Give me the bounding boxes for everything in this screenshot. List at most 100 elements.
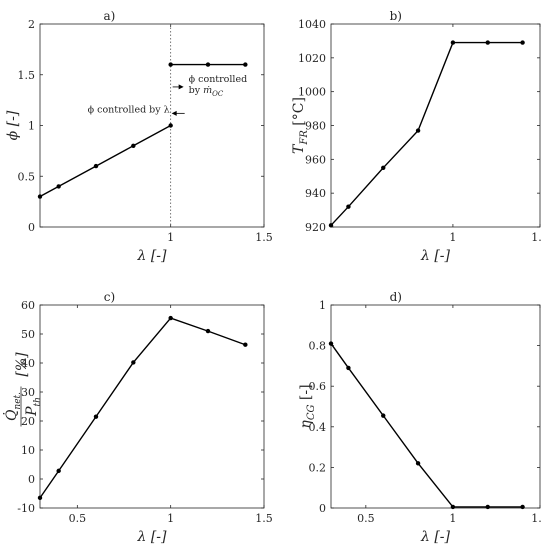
y-axis-label-q-subscript: net. (13, 392, 23, 410)
x-tick-label: 1.5 (531, 231, 542, 244)
y-axis-label-p-subscript: th (33, 397, 43, 406)
data-point (328, 223, 334, 228)
y-tick-label: 0 (28, 221, 35, 234)
series-line (39, 317, 246, 499)
y-axis-label-symbol: η (298, 420, 314, 429)
x-tick-label: 1 (449, 512, 456, 525)
y-tick-label: 940 (305, 187, 326, 200)
y-axis-label-symbol: T (291, 143, 307, 154)
annotation-moc-subscript: OC (212, 90, 224, 98)
annotation-moc-line2: by ṁOC (189, 85, 224, 98)
y-tick-label: 60 (21, 299, 35, 312)
y-axis-label-q: Q̇ (2, 409, 20, 421)
x-axis-label: λ [-] (420, 248, 451, 264)
panel-label: d) (390, 290, 402, 304)
y-tick-label: 20 (21, 415, 35, 428)
y-axis-label-unit: [°C] (291, 97, 307, 130)
x-tick-label: 1 (167, 231, 174, 244)
x-tick-label: 1.5 (531, 512, 542, 525)
data-point (131, 143, 136, 148)
y-axis-label-unit: [-] (298, 384, 314, 404)
x-axis-label: λ [-] (137, 248, 168, 264)
series-line (330, 343, 523, 508)
data-point (131, 360, 136, 365)
data-point (56, 468, 61, 474)
plot-area (39, 304, 265, 509)
data-point (415, 461, 421, 466)
y-axis-label-p: P (24, 406, 40, 417)
y-axis-label-subscript: FR (299, 130, 310, 146)
data-point (205, 328, 211, 334)
data-point (520, 40, 525, 45)
panel-label: b) (390, 9, 402, 23)
data-point (450, 504, 456, 510)
data-point (205, 62, 211, 67)
y-tick-label: 10 (21, 444, 35, 457)
data-point (346, 365, 351, 371)
annotation-moc-line1: ϕ controlled (189, 74, 248, 85)
x-axis-label: λ [-] (137, 529, 168, 545)
y-tick-label: 30 (21, 386, 35, 399)
data-point (37, 495, 43, 501)
panel-d: 0.5 1 1.5 0 0.2 0.4 0.6 0.8 1 d) λ [-] ηCG [-] (298, 290, 542, 545)
y-tick-label: 960 (305, 153, 326, 166)
panel-c: 0.5 1 1.5 -10 0 10 20 30 40 50 60 c) λ [-] Q̇net.Pth [… (2, 290, 272, 545)
y-axis-label: TFR [°C] (291, 97, 310, 154)
data-point (168, 315, 173, 321)
data-point (381, 413, 386, 418)
panel-label: c) (104, 290, 115, 304)
data-point (168, 62, 173, 67)
y-tick-label: 40 (21, 357, 35, 370)
y-axis-label: Q̇net.Pth [%] (2, 352, 43, 427)
y-axis-label: ηCG [-] (298, 384, 317, 428)
x-axis-label: λ [-] (420, 529, 451, 545)
data-point (381, 165, 386, 170)
y-tick-label: 0.6 (309, 380, 327, 393)
y-tick-label: 1 (319, 299, 326, 312)
x-tick-label: 1.5 (255, 231, 273, 244)
data-point (93, 163, 99, 169)
data-point (37, 194, 43, 199)
y-tick-label: 920 (305, 221, 326, 234)
x-tick-label: 0.5 (69, 512, 87, 525)
data-point (56, 184, 61, 189)
data-point (346, 204, 351, 209)
y-axis-label-numerator: Q̇net. (2, 392, 23, 421)
data-point (243, 342, 248, 347)
y-axis-label-unit: [%] (14, 352, 30, 377)
y-tick-label: -10 (17, 502, 35, 515)
data-point (450, 40, 456, 45)
x-tick-label: 0.5 (357, 512, 375, 525)
data-point (93, 414, 99, 419)
y-tick-label: 1.5 (18, 69, 36, 82)
plot-area (330, 23, 541, 228)
arrow-head (178, 84, 184, 90)
plot-area (330, 304, 541, 509)
data-point (485, 504, 490, 510)
y-axis-label-denominator: Pth (24, 397, 43, 417)
panel-a: 1 1.5 0 0.5 1 1.5 2 a) λ [-] ϕ [-] ϕ controlled by… (5, 9, 273, 264)
data-point (243, 62, 248, 67)
series-line (330, 41, 523, 226)
y-axis-label-subscript: CG (306, 405, 317, 421)
y-tick-label: 0.8 (309, 340, 327, 353)
y-tick-label: 1040 (298, 18, 326, 31)
y-tick-label: 50 (21, 328, 35, 341)
y-tick-label: 0.4 (309, 421, 327, 434)
y-tick-label: 0 (319, 502, 326, 515)
data-point (520, 504, 525, 510)
x-tick-label: 1 (167, 512, 174, 525)
y-tick-label: 0 (28, 473, 35, 486)
annotation-moc-by: by (189, 85, 203, 96)
x-tick-label: 1 (449, 231, 456, 244)
annotation-moc-symbol: ṁ (203, 85, 212, 96)
y-tick-label: 1020 (298, 52, 326, 65)
x-tick-label: 1.5 (255, 512, 273, 525)
y-tick-label: 980 (305, 120, 326, 133)
y-tick-label: 1 (28, 120, 35, 133)
data-point (168, 123, 173, 128)
y-tick-label: 1000 (298, 86, 326, 99)
plot-area (39, 23, 265, 228)
